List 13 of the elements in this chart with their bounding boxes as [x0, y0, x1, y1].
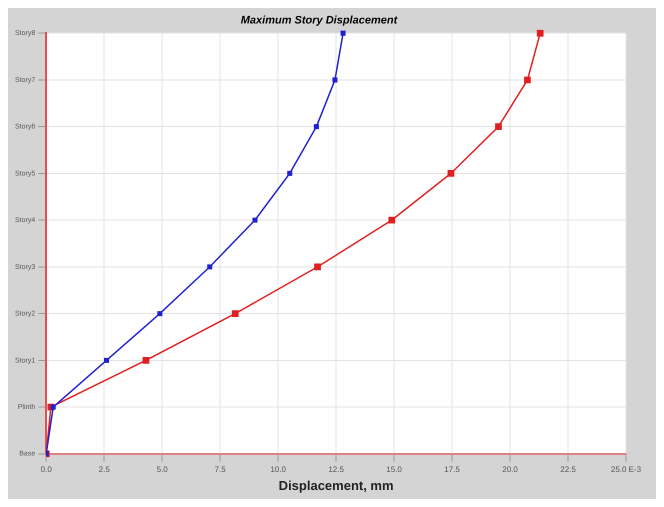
x-tick-label: 15.0	[386, 464, 402, 474]
x-tick-label: 17.5	[444, 464, 460, 474]
x-tick-label: 0.0	[40, 464, 52, 474]
x-tick-label: 25.0 E-3	[610, 464, 642, 474]
chart-title: Maximum Story Displacement	[240, 14, 399, 27]
x-tick-label: 20.0	[502, 464, 518, 474]
x-tick-label: 22.5	[560, 464, 576, 474]
x-tick-label: 5.0	[156, 464, 168, 474]
x-tick-label: 10.0	[270, 464, 286, 474]
x-tick-label: 12.5	[328, 464, 344, 474]
x-tick-label: 7.5	[214, 464, 226, 474]
x-tick-label: 2.5	[98, 464, 110, 474]
x-axis-title: Displacement, mm	[278, 478, 394, 493]
